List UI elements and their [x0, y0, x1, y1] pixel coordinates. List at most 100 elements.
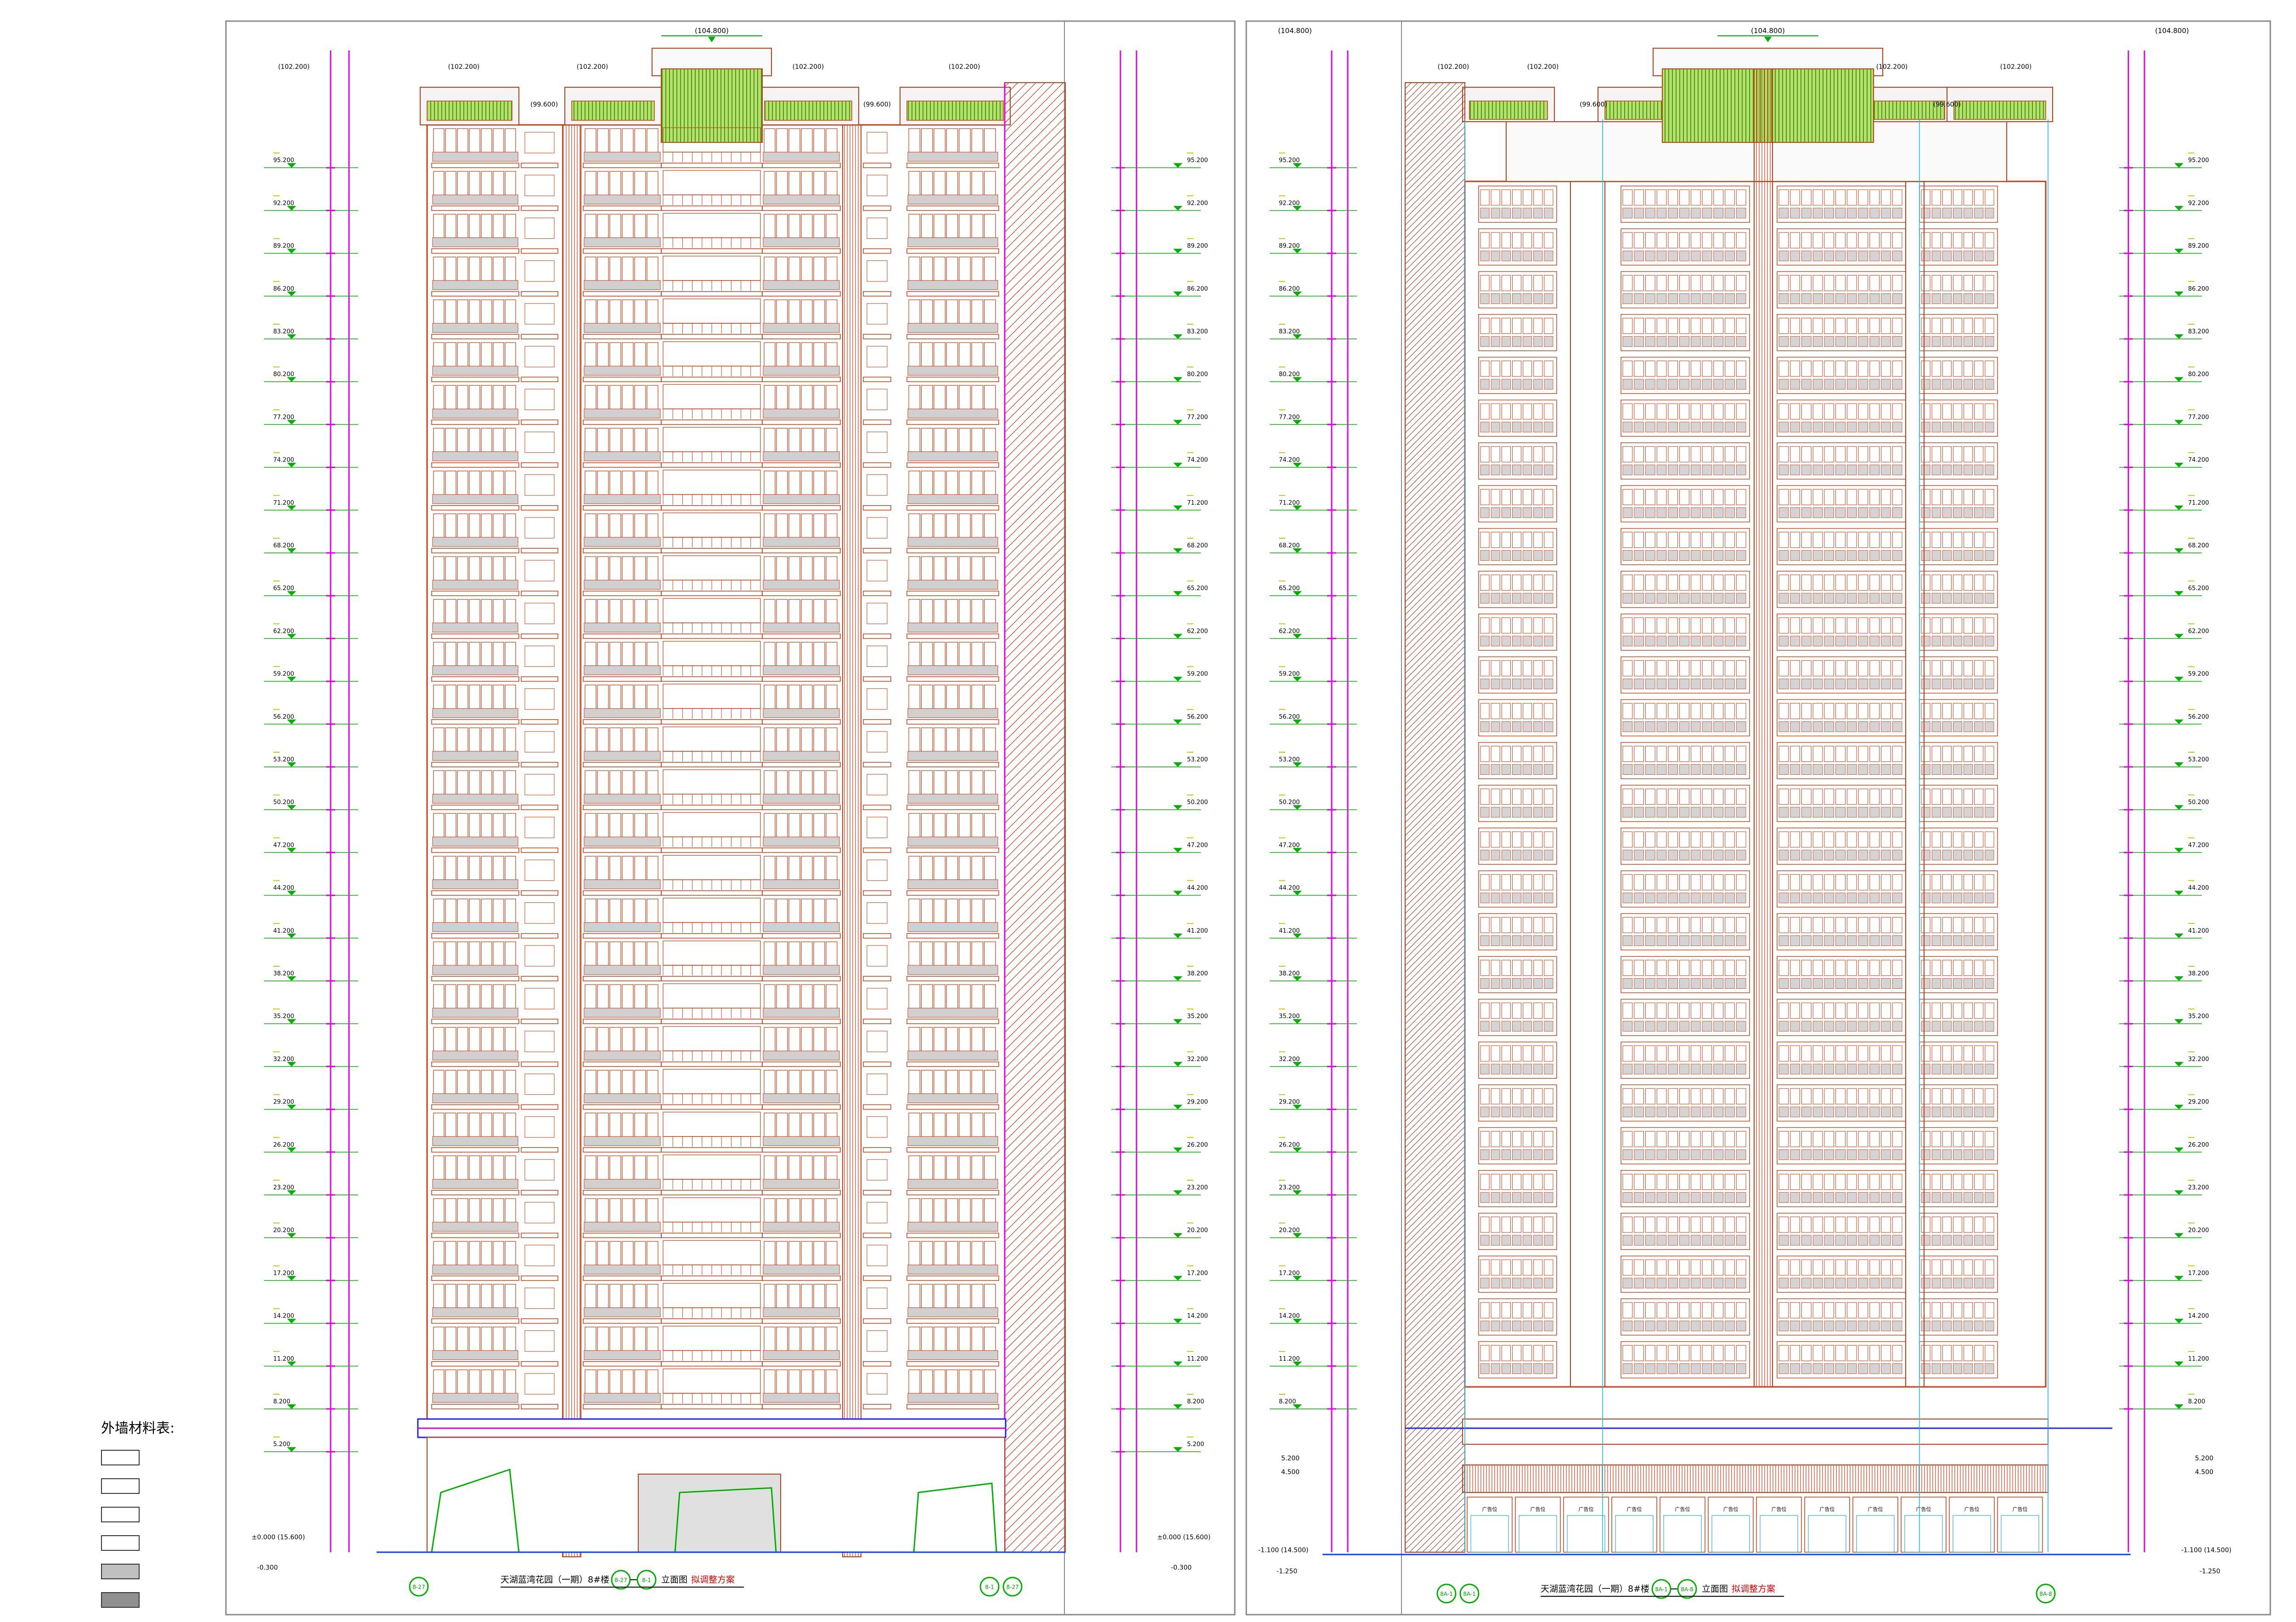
- right-level-label: 80.200: [1279, 371, 1300, 378]
- left-ground-level-r: ±0.000 (15.600): [1157, 1534, 1210, 1541]
- left-level-label: 80.200: [273, 371, 294, 378]
- right-level-label: 11.200: [1279, 1356, 1300, 1363]
- left-caption-suffix: 立面图: [661, 1575, 687, 1585]
- right-caption-axis-from: 8A-1: [1655, 1586, 1668, 1593]
- left-level-label-r: 35.200: [1187, 1013, 1208, 1020]
- right-level-label-r: 17.200: [2188, 1270, 2209, 1277]
- right-level-label-r: 95.200: [2188, 157, 2209, 164]
- right-level-label-r: 83.200: [2188, 328, 2209, 335]
- left-level-label: 11.200: [273, 1356, 294, 1363]
- right-parapet-level: (99.600): [1580, 101, 1607, 108]
- left-level-marks: 95.200 95.200 92.200 92.200 89.200 89.200 86.2…: [264, 51, 1208, 1552]
- left-level-label-r: 83.200: [1187, 328, 1208, 335]
- left-base-level: -0.300: [257, 1564, 278, 1571]
- left-level-label: 56.200: [273, 714, 294, 721]
- left-level-label-r: 14.200: [1187, 1313, 1208, 1320]
- right-low-level-1: 5.200: [1281, 1455, 1300, 1462]
- right-level-label: 17.200: [1279, 1270, 1300, 1277]
- left-roof-level-2: (102.200): [448, 63, 480, 71]
- right-level-label-r: 80.200: [2188, 371, 2209, 378]
- shop-sign-label: 广告位: [1531, 1506, 1546, 1512]
- left-level-label: 17.200: [273, 1270, 294, 1277]
- right-level-label-r: 14.200: [2188, 1313, 2209, 1320]
- shop-sign-label: 广告位: [1723, 1506, 1739, 1512]
- left-level-label-r: 44.200: [1187, 885, 1208, 892]
- right-level-label: 89.200: [1279, 243, 1300, 250]
- left-level-label: 86.200: [273, 286, 294, 293]
- right-parapet-level-b: (99.600): [1933, 101, 1961, 108]
- shop-sign-label: 广告位: [2013, 1506, 2028, 1512]
- right-caption-axis-to: 8A-8: [1681, 1586, 1694, 1593]
- left-base-level-r: -0.300: [1171, 1564, 1192, 1571]
- right-low-level-2r: 4.500: [2195, 1469, 2213, 1476]
- left-roof-level-5: (102.200): [949, 63, 980, 71]
- left-level-label-r: 80.200: [1187, 371, 1208, 378]
- right-level-label: 74.200: [1279, 457, 1300, 464]
- right-level-label-r: 35.200: [2188, 1013, 2209, 1020]
- left-caption-title: 天湖蓝湾花园（一期）8#楼: [501, 1575, 609, 1585]
- left-level-label-r: 56.200: [1187, 714, 1208, 721]
- right-level-label-r: 56.200: [2188, 714, 2209, 721]
- right-level-label-r: 53.200: [2188, 756, 2209, 763]
- left-level-label: 35.200: [273, 1013, 294, 1020]
- shop-sign-label: 广告位: [1964, 1506, 1980, 1512]
- right-level-label: 23.200: [1279, 1184, 1300, 1191]
- left-level-label: 71.200: [273, 500, 294, 507]
- left-level-label-r: 47.200: [1187, 842, 1208, 849]
- left-level-label-r: 62.200: [1187, 628, 1208, 635]
- right-low-level-2: 4.500: [1281, 1469, 1300, 1476]
- right-level-label-r: 59.200: [2188, 671, 2209, 678]
- right-level-label: 95.200: [1279, 157, 1300, 164]
- left-axis-bubble-3: 8-27: [1006, 1584, 1019, 1590]
- legend-swatch: [101, 1478, 140, 1494]
- right-level-label: 47.200: [1279, 842, 1300, 849]
- right-level-label: 53.200: [1279, 756, 1300, 763]
- left-level-label: 77.200: [273, 414, 294, 421]
- right-axis-bubble-1: 8A-1: [1440, 1591, 1453, 1597]
- legend-swatch: [101, 1507, 140, 1522]
- right-level-label: 44.200: [1279, 885, 1300, 892]
- left-level-label-r: 86.200: [1187, 286, 1208, 293]
- legend-item: [101, 1529, 220, 1557]
- right-base-level: -1.250: [1277, 1568, 1297, 1575]
- right-level-label-r: 65.200: [2188, 585, 2209, 592]
- left-level-label-r: 5.200: [1187, 1441, 1204, 1448]
- right-level-label-r: 41.200: [2188, 928, 2209, 935]
- right-axis-bubbles: 8A-1 8A-1 8A-8: [1436, 1583, 2056, 1604]
- right-level-label-r: 32.200: [2188, 1056, 2209, 1063]
- right-level-label-r: 62.200: [2188, 628, 2209, 635]
- right-low-level-1r: 5.200: [2195, 1455, 2213, 1462]
- legend-item: [101, 1472, 220, 1500]
- right-top-level: (104.800) (104.800) (104.800): [1278, 27, 2189, 42]
- right-level-label: 92.200: [1279, 200, 1300, 207]
- right-level-label: 83.200: [1279, 328, 1300, 335]
- left-level-label-r: 89.200: [1187, 243, 1208, 250]
- shop-sign-label: 广告位: [1675, 1506, 1690, 1512]
- left-ground-level: ±0.000 (15.600): [252, 1534, 305, 1541]
- left-level-label: 95.200: [273, 157, 294, 164]
- legend-item: [101, 1557, 220, 1586]
- right-top-level-edge-r: (104.800): [2155, 27, 2189, 35]
- left-level-label: 32.200: [273, 1056, 294, 1063]
- right-axis-bubble-3: 8A-8: [2039, 1591, 2052, 1597]
- right-level-label: 56.200: [1279, 714, 1300, 721]
- right-level-label-r: 23.200: [2188, 1184, 2209, 1191]
- left-level-label-r: 74.200: [1187, 457, 1208, 464]
- shop-sign-label: 广告位: [1627, 1506, 1642, 1512]
- right-caption-title: 天湖蓝湾花园（一期）8#楼: [1541, 1584, 1649, 1594]
- right-level-label: 77.200: [1279, 414, 1300, 421]
- right-elevation: 广告位 广告位 广告位 广告位 广告位 广告位 广告位 广告位 广告位 广告位 广告位 广告位: [1322, 48, 2131, 1555]
- left-level-label-r: 38.200: [1187, 970, 1208, 977]
- left-level-label-r: 17.200: [1187, 1270, 1208, 1277]
- left-level-label: 20.200: [273, 1227, 294, 1234]
- left-level-label: 50.200: [273, 799, 294, 806]
- left-level-label: 23.200: [273, 1184, 294, 1191]
- right-level-label-r: 77.200: [2188, 414, 2209, 421]
- right-level-label-r: 89.200: [2188, 243, 2209, 250]
- left-parapet-level: (99.600): [530, 101, 558, 108]
- left-level-label: 29.200: [273, 1099, 294, 1106]
- left-level-label-r: 23.200: [1187, 1184, 1208, 1191]
- right-level-label-r: 74.200: [2188, 457, 2209, 464]
- right-caption: 天湖蓝湾花园（一期）8#楼 8A-1 8A-8 立面图 拟调整方案: [1541, 1579, 1784, 1599]
- left-level-label: 68.200: [273, 542, 294, 549]
